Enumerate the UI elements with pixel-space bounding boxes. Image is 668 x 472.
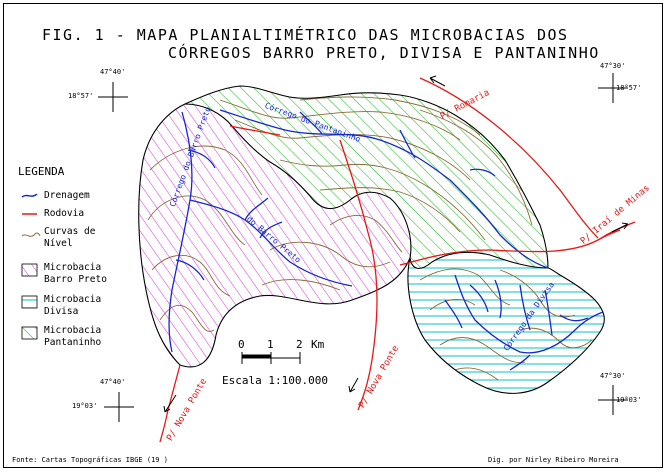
legend-pantaninho-label-2: Pantaninho	[44, 337, 102, 348]
coordinate-crosses	[98, 73, 628, 422]
legend-divisa-label-2: Divisa	[44, 306, 79, 317]
source-credit: Fonte: Cartas Topográficas IBGE (19 )	[12, 456, 168, 464]
legend-road-label: Rodovia	[44, 208, 85, 219]
legend-drainage-label: Drenagem	[44, 190, 90, 201]
legend-contours-label-1: Curvas de	[44, 226, 96, 237]
coord-se-lon: 47°30'	[600, 372, 626, 380]
scale-unit: Km	[311, 338, 325, 351]
scale-label: Escala 1:100.000	[222, 374, 328, 387]
legend-contours-label-2: Nível	[44, 238, 73, 249]
coord-nw-lon: 47°40'	[100, 68, 126, 76]
scale-bar	[241, 352, 301, 364]
map-frame	[3, 3, 663, 468]
divisa-hatch	[407, 252, 605, 394]
legend-divisa-label-1: Microbacia	[44, 294, 102, 305]
road-arrows	[163, 75, 629, 413]
legend-pantaninho-label-1: Microbacia	[44, 325, 102, 336]
map-title-line-2: CÓRREGOS BARRO PRETO, DIVISA E PANTANINH…	[168, 44, 600, 62]
legend-title: LEGENDA	[18, 165, 65, 178]
map-title-line-1: FIG. 1 - MAPA PLANIALTIMÉTRICO DAS MICRO…	[42, 26, 569, 44]
legend-barro-preto-label-2: Barro Preto	[44, 274, 107, 285]
scale-tick-0: 0	[238, 338, 245, 351]
scale-tick-2: 2	[296, 338, 303, 351]
scale-tick-1: 1	[267, 338, 274, 351]
coord-se-lat: 19°03'	[616, 396, 642, 404]
legend-symbols	[21, 193, 41, 340]
coord-sw-lon: 47°40'	[100, 378, 126, 386]
coord-ne-lat: 18°57'	[616, 84, 642, 92]
legend-barro-preto-label-1: Microbacia	[44, 262, 102, 273]
author-credit: Dig. por Nirley Ribeiro Moreira	[488, 456, 619, 464]
coord-sw-lat: 19°03'	[72, 402, 98, 410]
basin-boundaries	[138, 85, 605, 394]
drainage-network	[168, 109, 604, 371]
coord-nw-lat: 18°57'	[68, 92, 94, 100]
coord-ne-lon: 47°30'	[600, 62, 626, 70]
